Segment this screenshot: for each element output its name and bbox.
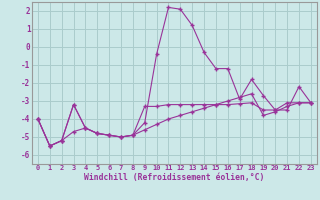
X-axis label: Windchill (Refroidissement éolien,°C): Windchill (Refroidissement éolien,°C): [84, 173, 265, 182]
